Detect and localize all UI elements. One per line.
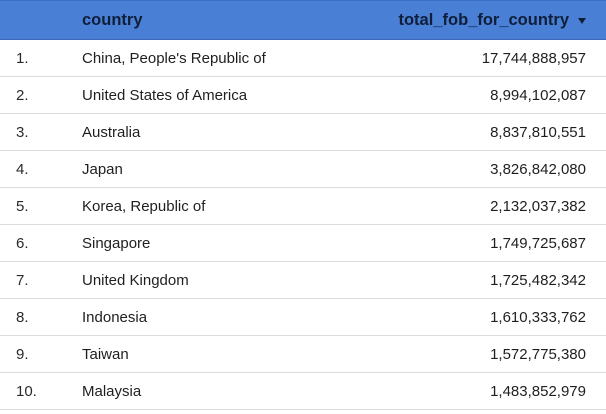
- row-index: 8.: [16, 308, 29, 326]
- row-index: 9.: [16, 345, 29, 363]
- header-country[interactable]: country: [82, 10, 143, 29]
- row-country: Indonesia: [82, 308, 148, 326]
- row-total-fob: 8,837,810,551: [490, 123, 586, 141]
- header-total-fob[interactable]: total_fob_for_country: [346, 11, 606, 30]
- row-country: China, People's Republic of: [82, 49, 266, 67]
- row-index: 7.: [16, 271, 29, 289]
- header-total-fob-label[interactable]: total_fob_for_country: [398, 10, 569, 29]
- row-index: 3.: [16, 123, 29, 141]
- row-total-fob: 1,725,482,342: [490, 271, 586, 289]
- row-country: United Kingdom: [82, 271, 189, 289]
- row-country: United States of America: [82, 86, 248, 104]
- row-total-fob: 17,744,888,957: [481, 49, 586, 67]
- table-row: 4. Japan 3,826,842,080: [0, 151, 606, 188]
- row-country: Singapore: [82, 234, 151, 252]
- row-country: Korea, Republic of: [82, 197, 206, 215]
- table-row: 3. Australia 8,837,810,551: [0, 114, 606, 151]
- row-index: 4.: [16, 160, 29, 178]
- row-country: Australia: [82, 123, 141, 141]
- row-total-fob: 8,994,102,087: [490, 86, 586, 104]
- table-row: 7. United Kingdom 1,725,482,342: [0, 262, 606, 299]
- row-index: 6.: [16, 234, 29, 252]
- table-row: 6. Singapore 1,749,725,687: [0, 225, 606, 262]
- table-row: 2. United States of America 8,994,102,087: [0, 77, 606, 114]
- row-total-fob: 3,826,842,080: [490, 160, 586, 178]
- row-total-fob: 1,610,333,762: [490, 308, 586, 326]
- row-index: 5.: [16, 197, 29, 215]
- sort-descending-icon[interactable]: [578, 17, 586, 24]
- row-index: 1.: [16, 49, 29, 67]
- table-row: 10. Malaysia 1,483,852,979: [0, 373, 606, 410]
- table-header: country total_fob_for_country: [0, 0, 606, 40]
- row-total-fob: 2,132,037,382: [490, 197, 586, 215]
- row-country: Malaysia: [82, 382, 142, 400]
- row-country: Taiwan: [82, 345, 129, 363]
- table-row: 1. China, People's Republic of 17,744,888,…: [0, 40, 606, 77]
- table-row: 5. Korea, Republic of 2,132,037,382: [0, 188, 606, 225]
- row-country: Japan: [82, 160, 123, 178]
- table-row: 9. Taiwan 1,572,775,380: [0, 336, 606, 373]
- row-index: 10.: [16, 382, 37, 400]
- table-body: 1. China, People's Republic of 17,744,888,…: [0, 40, 606, 410]
- row-total-fob: 1,572,775,380: [490, 345, 586, 363]
- row-total-fob: 1,749,725,687: [490, 234, 586, 252]
- table-row: 8. Indonesia 1,610,333,762: [0, 299, 606, 336]
- row-index: 2.: [16, 86, 29, 104]
- row-total-fob: 1,483,852,979: [490, 382, 586, 400]
